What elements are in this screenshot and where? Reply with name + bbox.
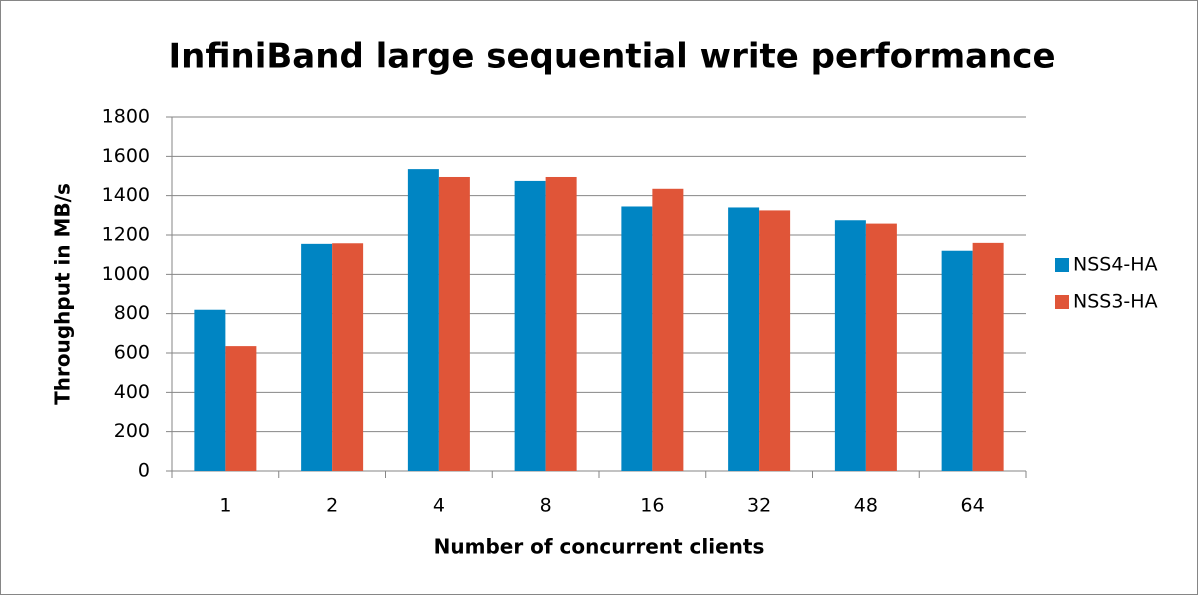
legend-swatch [1055, 295, 1069, 309]
x-tick-label: 64 [961, 495, 985, 517]
x-tick-label: 8 [540, 495, 552, 517]
bar [514, 180, 546, 471]
y-tick-label: 1400 [102, 184, 150, 206]
bar [194, 309, 226, 471]
legend-label: NSS3-HA [1073, 291, 1158, 313]
bar [332, 243, 364, 471]
bar [941, 250, 973, 471]
x-tick-label: 32 [747, 495, 771, 517]
bar [759, 210, 791, 471]
y-tick-label: 1600 [102, 145, 150, 167]
x-tick-label: 4 [433, 495, 445, 517]
bar [652, 188, 684, 472]
y-axis-label: Throughput in MB/s [51, 183, 75, 405]
bar [621, 206, 653, 471]
bar [865, 223, 897, 471]
bar [438, 176, 470, 471]
y-tick-label: 600 [114, 342, 150, 364]
x-tick-label: 16 [640, 495, 664, 517]
x-tick-label: 1 [219, 495, 231, 517]
y-tick-label: 1000 [102, 263, 150, 285]
legend-label: NSS4-HA [1073, 254, 1158, 276]
bar [225, 346, 257, 471]
y-tick-label: 200 [114, 420, 150, 442]
x-tick-label: 2 [326, 495, 338, 517]
bar [301, 243, 333, 471]
x-tick-label: 48 [854, 495, 878, 517]
bar [972, 242, 1004, 471]
y-tick-label: 0 [138, 460, 150, 482]
bar [728, 207, 760, 471]
bar [834, 220, 866, 471]
y-tick-label: 1800 [102, 106, 150, 128]
bar [407, 169, 439, 471]
x-axis-label: Number of concurrent clients [434, 535, 765, 559]
y-tick-label: 800 [114, 302, 150, 324]
chart-title: InfiniBand large sequential write perfor… [168, 37, 1055, 77]
y-tick-label: 1200 [102, 224, 150, 246]
y-tick-label: 400 [114, 381, 150, 403]
legend-swatch [1055, 258, 1069, 272]
bar [545, 176, 577, 471]
